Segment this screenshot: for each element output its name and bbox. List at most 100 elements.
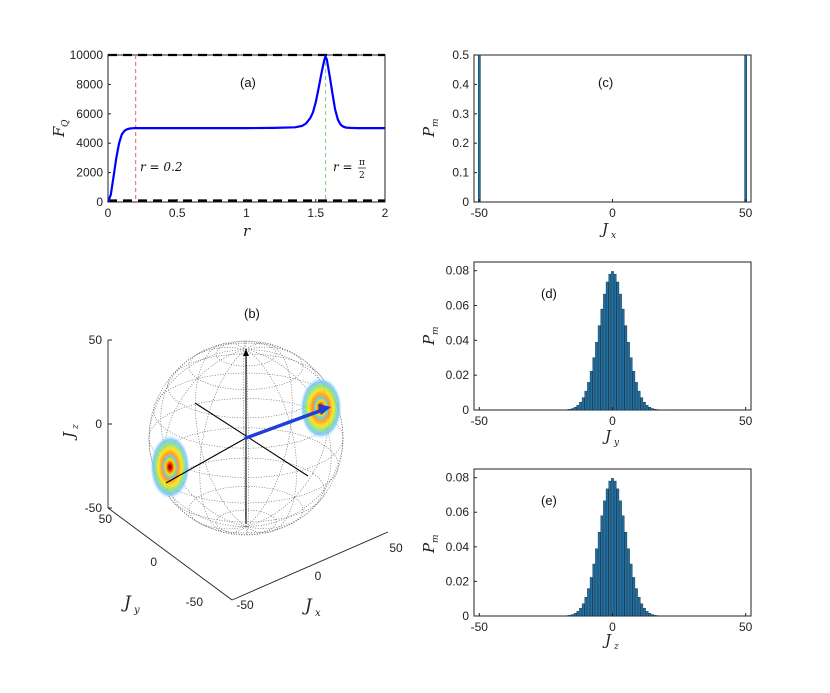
- spin-vector-arrowhead: [318, 404, 331, 415]
- sphere-meridian: [245, 349, 332, 529]
- panel-a-ylabel-sub: Q: [61, 119, 71, 127]
- sphere-meridian: [245, 349, 344, 527]
- ztick-label: 50: [89, 333, 103, 347]
- panel-d-label: (d): [541, 286, 557, 301]
- sphere-meridian: [148, 349, 247, 527]
- ytick-label: 0: [462, 403, 469, 417]
- panel-b-label: (b): [244, 306, 260, 321]
- panel-e-ylabel: P m: [420, 534, 441, 554]
- ytick-label: 0.1: [452, 166, 469, 180]
- bar: [635, 382, 638, 411]
- xtick-label: 0: [609, 414, 616, 428]
- bar: [640, 397, 644, 411]
- sphere-latitude: [167, 457, 325, 523]
- bar: [587, 588, 590, 617]
- bar: [581, 397, 585, 411]
- bar: [597, 325, 601, 411]
- panel-d-xlabel-sub: y: [613, 438, 620, 448]
- ytick-label: 10000: [70, 48, 104, 62]
- bar: [576, 611, 580, 617]
- panel-b-xlabel-main: J: [302, 596, 313, 616]
- ytick-label: -50: [186, 595, 204, 609]
- bar: [592, 563, 596, 617]
- panel-b-ylabel-main: J: [121, 593, 132, 613]
- xtick-label: -50: [471, 620, 489, 634]
- ytick-label: 50: [99, 512, 113, 526]
- bar: [608, 480, 612, 617]
- bar: [576, 405, 580, 411]
- bar: [568, 409, 572, 411]
- ytick-label: 0.04: [446, 540, 470, 554]
- bar: [595, 341, 598, 411]
- xtick-label: 50: [739, 206, 753, 220]
- panel-a-fisher-info: 0 0.5 1 1.5 2 0 2000 4000 6000 8000 10000 (a) r = …: [50, 48, 389, 240]
- panel-e-xlabel-sub: z: [613, 642, 619, 652]
- bar: [573, 407, 577, 411]
- xtick-label: 0: [315, 569, 322, 583]
- ytick-label: 0.04: [446, 333, 470, 347]
- spot-left-core: [162, 454, 178, 480]
- bar: [640, 603, 644, 617]
- panel-a-plot-area: [106, 53, 385, 203]
- bar: [600, 308, 604, 411]
- xtick-label: -50: [471, 414, 489, 428]
- x-axis-box-line: [231, 531, 389, 601]
- panel-a-label: (a): [240, 75, 256, 90]
- bar: [605, 488, 609, 617]
- panel-c-ylabel: P m: [420, 118, 441, 138]
- ytick-label: 0.3: [452, 107, 469, 121]
- panel-a-ylabel: F Q: [50, 119, 71, 138]
- sphere-meridian: [245, 349, 249, 536]
- bar: [589, 577, 593, 617]
- ytick-label: 6000: [76, 107, 103, 121]
- bar: [624, 531, 628, 617]
- bar: [635, 588, 638, 617]
- bar: [651, 614, 654, 617]
- bar: [584, 390, 588, 411]
- spin-vector: [244, 407, 327, 440]
- bar: [621, 308, 625, 411]
- bar: [643, 402, 646, 411]
- ytick-label: 0.06: [446, 505, 470, 519]
- bar: [579, 402, 582, 411]
- ytick-label: 2000: [76, 166, 103, 180]
- sphere-latitude: [153, 427, 339, 504]
- bar: [653, 615, 657, 617]
- ytick-label: 0.02: [446, 368, 470, 382]
- xtick-label: 50: [389, 541, 403, 555]
- bar: [616, 281, 620, 411]
- sphere-meridian: [245, 342, 293, 527]
- panel-d-ylabel: P m: [420, 326, 441, 346]
- annotation-r-pi-half: r =: [333, 160, 353, 174]
- bar: [645, 405, 649, 411]
- annotation-two-denominator: 2: [359, 171, 365, 181]
- panel-a-ticks: 0 0.5 1 1.5 2 0 2000 4000 6000 8000 10000: [70, 48, 389, 220]
- xtick-label: 50: [739, 620, 753, 634]
- bar: [581, 603, 585, 617]
- xtick-label: 50: [739, 414, 753, 428]
- bar: [643, 608, 646, 617]
- bar: [613, 273, 617, 411]
- xtick-label: -50: [236, 598, 254, 612]
- panel-c-label: (c): [598, 75, 613, 90]
- xtick-label: 0: [609, 620, 616, 634]
- bar: [584, 597, 588, 617]
- bar: [611, 271, 614, 411]
- panel-c-xlabel-sub: x: [611, 231, 616, 241]
- bar: [651, 408, 654, 411]
- xtick-label: 1.5: [307, 206, 324, 220]
- bar: [597, 531, 601, 617]
- fq-curve: [106, 53, 385, 203]
- annotation-r-0.2: r = 0.2: [140, 160, 183, 174]
- bar: [616, 488, 620, 617]
- bar: [629, 357, 633, 411]
- bar: [613, 480, 617, 617]
- xtick-label: 0: [609, 206, 616, 220]
- bar: [589, 370, 593, 411]
- ytick-label: 0: [462, 609, 469, 623]
